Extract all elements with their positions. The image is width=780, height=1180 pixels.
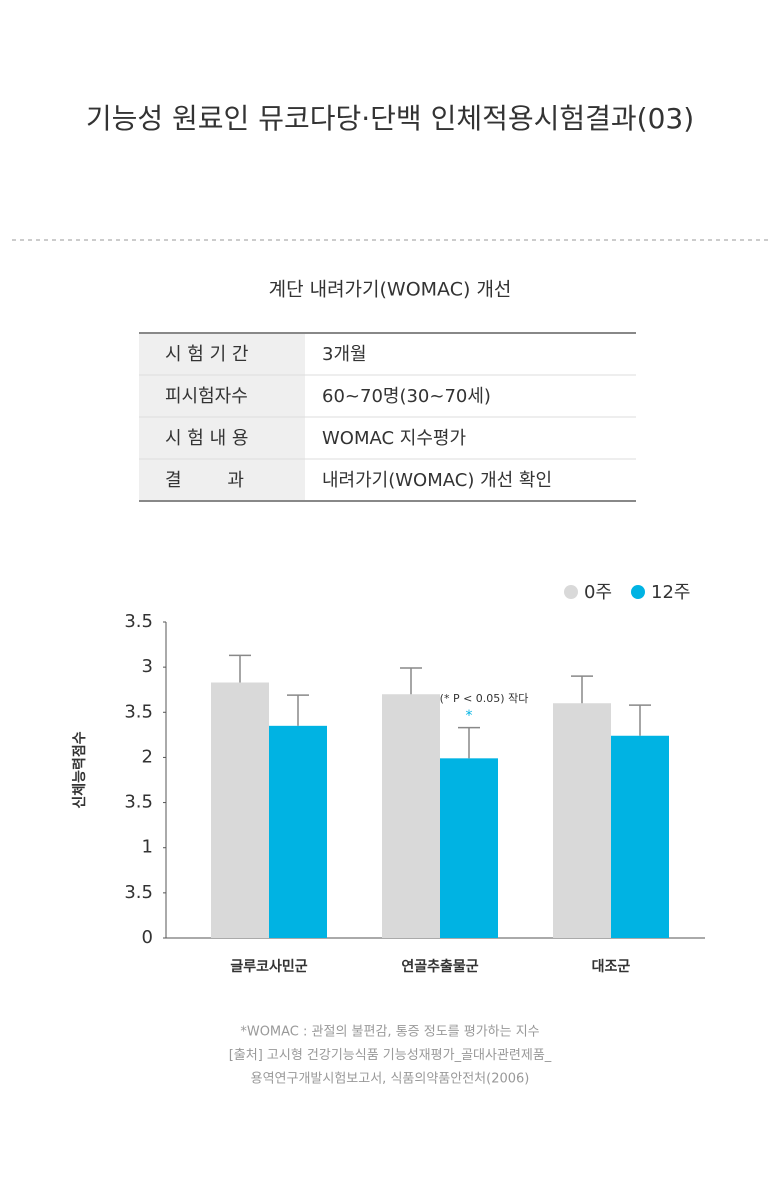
y-tick-label: 2: [142, 746, 153, 767]
y-tick-label: 0: [142, 927, 153, 948]
table-value: 60~70명(30~70세): [322, 386, 491, 407]
table-label-cell: [139, 459, 305, 501]
footnote: *WOMAC : 관절의 불편감, 통증 정도를 평가하는 지수: [240, 1025, 539, 1040]
y-tick-label: 3.5: [124, 882, 153, 903]
table-label: 피시험자수: [165, 386, 248, 407]
bar: [269, 725, 327, 938]
annotation-star: *: [466, 708, 473, 724]
x-tick-label: 글루코사민군: [230, 958, 307, 975]
y-tick-label: 3.5: [124, 792, 153, 813]
y-tick-label: 3: [142, 656, 153, 677]
annotation: (* P < 0.05) 작다: [440, 692, 529, 705]
table-value: WOMAC 지수평가: [322, 428, 466, 449]
legend-label: 12주: [651, 582, 690, 603]
bar: [553, 703, 611, 938]
table-value: 3개월: [322, 344, 367, 365]
y-tick-label: 1: [142, 837, 153, 858]
legend-label: 0주: [584, 582, 612, 603]
footnote: [출처] 고시형 건강기능식품 기능성재평가_골대사관련제품_: [229, 1048, 552, 1063]
y-tick-label: 3.5: [124, 611, 153, 632]
y-axis-label: 신체능력점수: [71, 731, 88, 808]
y-tick-label: 3.5: [124, 701, 153, 722]
table-label-cell: [139, 333, 305, 375]
x-tick-label: 연골추출물군: [401, 958, 478, 975]
table-label-cell: [139, 417, 305, 459]
bar: [211, 682, 269, 938]
section-title: 계단 내려가기(WOMAC) 개선: [269, 279, 512, 301]
footnote: 용역연구개발시험보고서, 식품의약품안전처(2006): [251, 1072, 530, 1087]
table-label-cell: [139, 375, 305, 417]
legend-swatch: [564, 585, 578, 599]
table-label: 결 과: [165, 470, 244, 491]
table-value: 내려가기(WOMAC) 개선 확인: [322, 470, 552, 491]
page-title: 기능성 원료인 뮤코다당·단백 인체적용시험결과(03): [86, 102, 694, 135]
table-label: 시 험 기 간: [165, 344, 248, 365]
bar: [440, 758, 498, 938]
table-label: 시 험 내 용: [165, 428, 248, 449]
bar: [611, 735, 669, 938]
legend-swatch: [631, 585, 645, 599]
x-tick-label: 대조군: [592, 959, 631, 975]
bar: [382, 694, 440, 938]
